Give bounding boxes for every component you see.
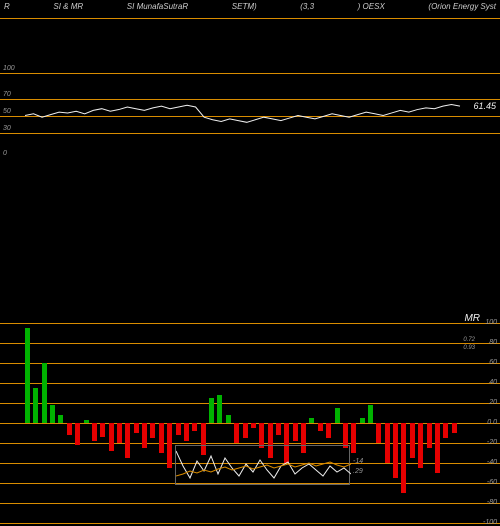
bottom-mini-chart: -14.29 xyxy=(175,445,350,485)
bar xyxy=(142,423,147,448)
bar xyxy=(134,423,139,433)
stat-label: 0.93 xyxy=(463,345,475,351)
bar xyxy=(217,395,222,423)
y-axis-label: 100 xyxy=(3,65,15,72)
header-label: SI MunafaSutraR xyxy=(127,2,188,16)
bar xyxy=(125,423,130,458)
y-axis-label: -60 xyxy=(487,479,497,486)
y-axis-label: 40 xyxy=(489,379,497,386)
stat-label: 0.72 xyxy=(463,337,475,343)
mini-chart-label: -14 xyxy=(353,458,363,465)
gridline xyxy=(0,363,500,364)
bar xyxy=(326,423,331,438)
bar xyxy=(42,363,47,423)
bar xyxy=(100,423,105,437)
chart-title: MR xyxy=(464,313,480,324)
bar xyxy=(443,423,448,438)
bar xyxy=(150,423,155,438)
header-label: SI & MR xyxy=(53,2,83,16)
y-axis-label: 0 0 xyxy=(487,419,497,426)
header-bar: R SI & MR SI MunafaSutraR SETM) (3,3 ) OESX (O… xyxy=(0,0,500,18)
bar xyxy=(335,408,340,423)
bar xyxy=(243,423,248,438)
bar xyxy=(427,423,432,448)
gridline xyxy=(0,403,500,404)
bar xyxy=(293,423,298,441)
bar xyxy=(159,423,164,453)
bar xyxy=(84,420,89,423)
header-label: (Orion Energy Syst xyxy=(428,2,496,16)
y-axis-label: 20 xyxy=(489,399,497,406)
y-axis-label: -40 xyxy=(487,459,497,466)
header-label: SETM) xyxy=(232,2,257,16)
bar xyxy=(176,423,181,435)
header-label: R xyxy=(4,2,10,16)
top-line-chart: 030507010061.45 xyxy=(0,73,500,158)
bar xyxy=(25,328,30,423)
header-label: ) OESX xyxy=(358,2,385,16)
bar xyxy=(67,423,72,435)
gridline xyxy=(0,523,500,524)
bar xyxy=(410,423,415,458)
header-label: (3,3 xyxy=(300,2,314,16)
bar xyxy=(309,418,314,423)
y-axis-label: 100 xyxy=(485,319,497,326)
bar xyxy=(184,423,189,441)
bar xyxy=(192,423,197,431)
bar xyxy=(226,415,231,423)
bar xyxy=(393,423,398,478)
current-value-label: 61.45 xyxy=(473,101,496,111)
gridline xyxy=(0,343,500,344)
bar xyxy=(401,423,406,493)
bar xyxy=(418,423,423,468)
gridline xyxy=(0,383,500,384)
gridline xyxy=(0,503,500,504)
bar xyxy=(351,423,356,453)
bar xyxy=(385,423,390,463)
bar-chart: 100806040200 0-20-40-60-80-100MR0.720.93 xyxy=(0,323,500,523)
bar xyxy=(117,423,122,443)
bar xyxy=(376,423,381,443)
bar xyxy=(360,418,365,423)
bar xyxy=(75,423,80,445)
separator-line xyxy=(0,18,500,19)
y-axis-label: 60 xyxy=(489,359,497,366)
bar xyxy=(33,388,38,423)
y-axis-label: -100 xyxy=(483,519,497,526)
bar xyxy=(167,423,172,468)
bar xyxy=(209,398,214,423)
y-axis-label: -20 xyxy=(487,439,497,446)
bar xyxy=(58,415,63,423)
gridline xyxy=(0,323,500,324)
bar xyxy=(92,423,97,441)
bar xyxy=(452,423,457,433)
bar xyxy=(368,405,373,423)
bar xyxy=(251,423,256,428)
mini-chart-label: .29 xyxy=(353,468,363,475)
y-axis-label: -80 xyxy=(487,499,497,506)
bar xyxy=(234,423,239,443)
bar xyxy=(318,423,323,431)
bar xyxy=(50,405,55,423)
bar xyxy=(276,423,281,435)
bar xyxy=(109,423,114,451)
y-axis-label: 80 xyxy=(489,339,497,346)
bar xyxy=(435,423,440,473)
